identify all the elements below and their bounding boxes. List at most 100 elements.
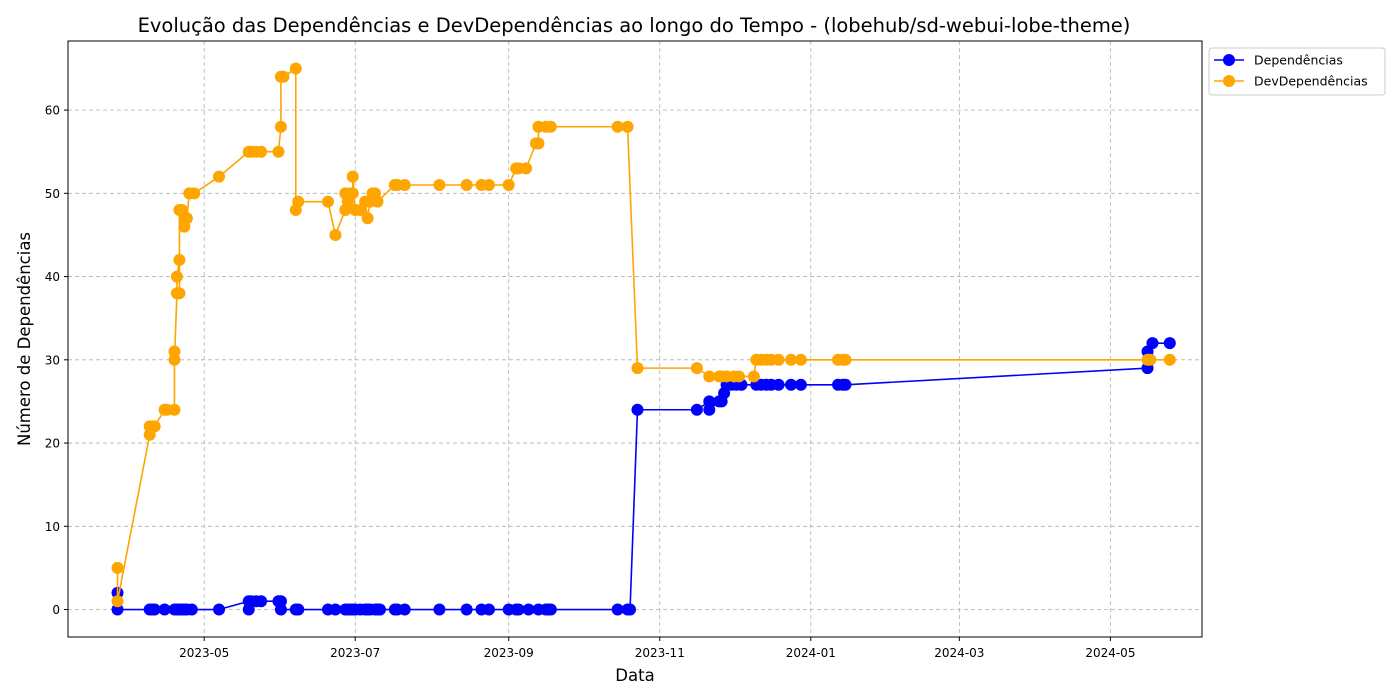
y-tick-label: 50 [45, 187, 60, 201]
data-point [277, 70, 290, 83]
data-point [1163, 337, 1176, 350]
data-point [371, 195, 384, 208]
data-point [173, 253, 186, 266]
data-point [631, 403, 644, 416]
data-point [794, 378, 807, 391]
data-point [321, 195, 334, 208]
x-tick-label: 2024-01 [786, 646, 836, 660]
data-point [460, 603, 473, 616]
data-point [398, 603, 411, 616]
data-point [213, 170, 226, 183]
data-point [1163, 353, 1176, 366]
data-point [346, 170, 359, 183]
data-point [732, 370, 745, 383]
chart-title: Evolução das Dependências e DevDependênc… [138, 14, 1131, 37]
data-point [839, 353, 852, 366]
legend-label-devdependencias: DevDependências [1254, 74, 1368, 89]
legend-marker-devdependencias [1223, 75, 1235, 87]
data-point [460, 179, 473, 192]
data-point [170, 270, 183, 283]
y-axis: 0 10 20 30 40 50 60 [45, 104, 68, 617]
data-point [522, 603, 535, 616]
data-point [532, 137, 545, 150]
legend-label-dependencias: Dependências [1254, 53, 1343, 68]
data-point [292, 603, 305, 616]
data-point [621, 120, 634, 133]
y-tick-label: 20 [45, 437, 60, 451]
data-point [111, 561, 124, 574]
data-point [329, 603, 342, 616]
x-axis-title: Data [615, 666, 654, 685]
y-tick-label: 10 [45, 520, 60, 534]
data-point [703, 370, 716, 383]
series-1 [111, 62, 1176, 608]
x-tick-label: 2024-03 [934, 646, 984, 660]
y-tick-label: 0 [52, 603, 60, 617]
data-point [839, 378, 852, 391]
data-point [631, 362, 644, 375]
data-point [482, 603, 495, 616]
data-point [611, 603, 624, 616]
data-point [703, 395, 716, 408]
data-point [433, 179, 446, 192]
data-point [373, 603, 386, 616]
legend-box [1208, 47, 1386, 96]
data-point [794, 353, 807, 366]
x-tick-label: 2024-05 [1085, 646, 1135, 660]
data-point [185, 603, 198, 616]
data-point [274, 120, 287, 133]
x-tick-label: 2023-07 [330, 646, 380, 660]
data-point [111, 603, 124, 616]
data-point [111, 595, 124, 608]
data-point [703, 403, 716, 416]
data-point [274, 603, 287, 616]
data-point [690, 403, 703, 416]
data-point [772, 353, 785, 366]
data-point [747, 370, 760, 383]
data-point [544, 603, 557, 616]
x-tick-label: 2023-11 [635, 646, 685, 660]
data-point [255, 145, 268, 158]
data-point [784, 353, 797, 366]
data-point [361, 212, 374, 225]
data-point [180, 212, 193, 225]
data-point [512, 603, 525, 616]
data-point [346, 187, 359, 200]
x-tick-label: 2023-09 [484, 646, 534, 660]
data-point [289, 62, 302, 75]
data-point [173, 287, 186, 300]
data-point [398, 179, 411, 192]
data-point [188, 187, 201, 200]
y-axis-title: Número de Dependências [15, 232, 34, 446]
x-tick-label: 2023-05 [179, 646, 229, 660]
series-group [111, 62, 1176, 616]
data-point [520, 162, 533, 175]
y-tick-label: 30 [45, 353, 60, 367]
data-point [255, 595, 268, 608]
data-point [611, 120, 624, 133]
data-point [433, 603, 446, 616]
plot-frame [67, 40, 1203, 638]
y-tick-label: 40 [45, 270, 60, 284]
data-point [158, 603, 171, 616]
data-point [168, 403, 181, 416]
data-point [274, 595, 287, 608]
data-point [148, 603, 161, 616]
data-point [690, 362, 703, 375]
data-point [168, 345, 181, 358]
data-point [213, 603, 226, 616]
data-point [272, 145, 285, 158]
x-axis: 2023-05 2023-07 2023-09 2023-11 2024-01 2024-… [179, 637, 1135, 660]
data-point [482, 179, 495, 192]
data-point [502, 179, 515, 192]
legend: Dependências DevDependências [1208, 47, 1386, 96]
data-point [1146, 337, 1159, 350]
data-point [148, 420, 161, 433]
data-point [1144, 353, 1156, 366]
y-tick-label: 60 [45, 104, 60, 118]
legend-marker-dependencias [1223, 54, 1235, 66]
data-point [784, 378, 797, 391]
data-point [772, 378, 785, 391]
